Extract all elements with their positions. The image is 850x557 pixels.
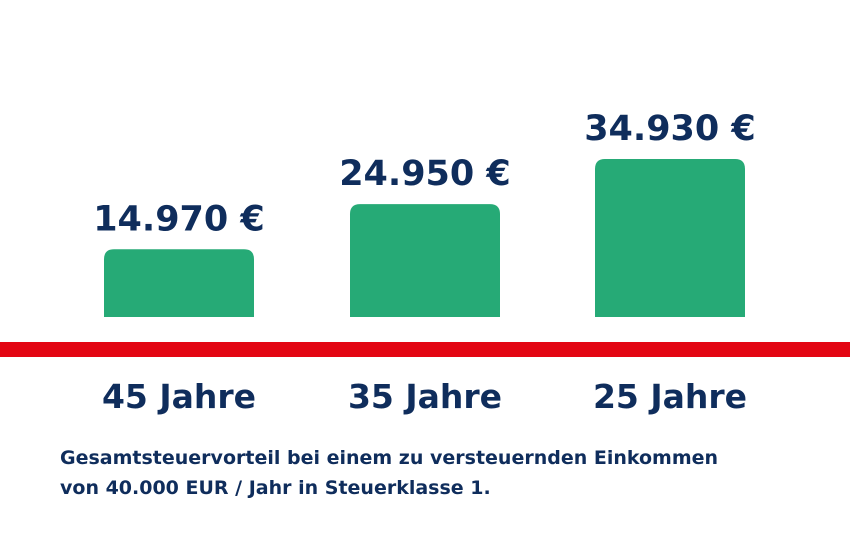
value-labels-group: 14.970 € 24.950 € 34.930 € xyxy=(93,109,756,239)
category-label-2: 35 Jahre xyxy=(348,377,502,416)
bar-2 xyxy=(350,204,500,317)
category-label-3: 25 Jahre xyxy=(593,377,747,416)
bar-3 xyxy=(595,158,745,317)
bar-1 xyxy=(104,249,254,317)
bars-group xyxy=(104,158,745,317)
chart-caption: Gesamtsteuervorteil bei einem zu versteu… xyxy=(60,443,820,503)
category-label-1: 45 Jahre xyxy=(102,377,256,416)
caption-line-2: von 40.000 EUR / Jahr in Steuerklasse 1. xyxy=(60,477,491,499)
value-label-1: 14.970 € xyxy=(93,199,265,239)
baseline-axis xyxy=(0,342,850,357)
value-label-3: 34.930 € xyxy=(584,109,756,149)
caption-line-1: Gesamtsteuervorteil bei einem zu versteu… xyxy=(60,447,719,469)
value-label-2: 24.950 € xyxy=(339,154,511,194)
category-labels-group: 45 Jahre 35 Jahre 25 Jahre xyxy=(102,377,747,416)
